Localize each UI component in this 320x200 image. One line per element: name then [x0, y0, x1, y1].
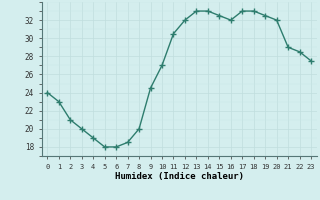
X-axis label: Humidex (Indice chaleur): Humidex (Indice chaleur) — [115, 172, 244, 181]
